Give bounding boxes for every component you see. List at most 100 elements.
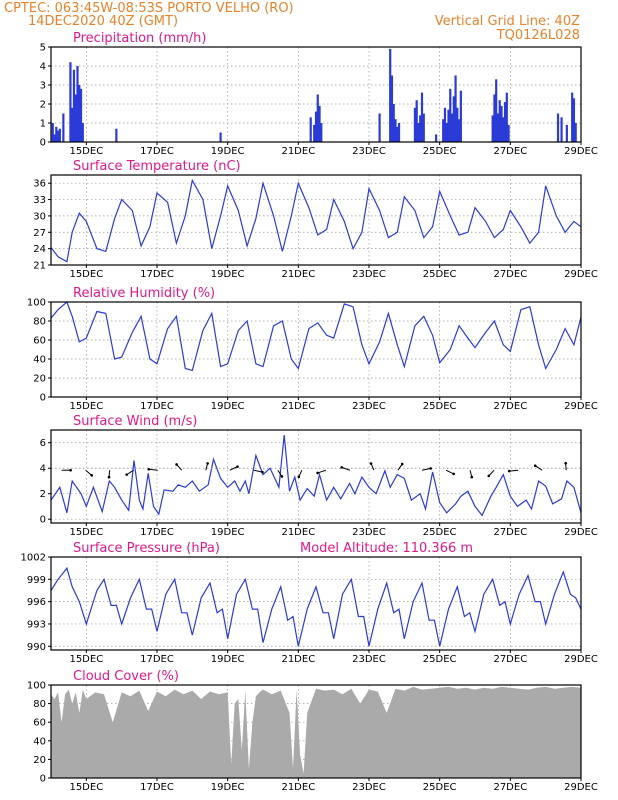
y-tick-label: 0	[40, 774, 46, 785]
precip-bar	[565, 124, 568, 142]
precip-bar	[445, 123, 448, 142]
x-tick-label: 27DEC	[493, 782, 527, 793]
precip-bar	[500, 105, 503, 142]
wind-arrowhead-icon	[369, 462, 373, 465]
y-tick-label: 993	[27, 619, 46, 630]
x-tick-label: 21DEC	[281, 146, 315, 157]
x-tick-label: 25DEC	[423, 782, 457, 793]
precip-bar	[53, 134, 56, 142]
y-tick-label: 27	[33, 228, 46, 239]
precip-bar	[316, 94, 319, 142]
wind-arrowhead-icon	[429, 467, 432, 470]
precip-bar	[115, 128, 118, 142]
x-tick-label: 27DEC	[493, 269, 527, 280]
wind-arrowhead-icon	[533, 464, 537, 468]
x-tick-label: 15DEC	[69, 401, 103, 412]
precip-bar	[318, 105, 321, 142]
x-tick-label: 27DEC	[493, 527, 527, 538]
wind-arrowhead-icon	[316, 471, 319, 475]
precip-bar	[413, 107, 417, 142]
x-tick-label: 19DEC	[211, 146, 245, 157]
y-tick-label: 6	[40, 438, 46, 449]
pressure-line	[50, 566, 582, 647]
y-tick-label: 0	[40, 393, 46, 404]
y-tick-label: 20	[33, 755, 46, 766]
precipitation-title: Precipitation (mm/h)	[73, 31, 206, 46]
humidity-frame	[50, 301, 582, 398]
y-tick-label: 40	[33, 736, 46, 747]
wind-arrow-icon	[509, 469, 519, 472]
precip-bar	[459, 90, 462, 142]
wind-arrow-icon	[534, 465, 543, 471]
precip-bar	[452, 96, 455, 142]
precip-bar	[51, 123, 54, 142]
precip-bar	[496, 113, 500, 142]
x-tick-label: 25DEC	[423, 401, 457, 412]
x-tick-label: 25DEC	[423, 269, 457, 280]
y-tick-label: 1002	[21, 553, 46, 564]
wind-arrow-icon	[229, 466, 238, 471]
x-tick-label: 21DEC	[281, 527, 315, 538]
precip-bar	[498, 100, 501, 142]
precip-bar	[396, 126, 399, 142]
wind-arrowhead-icon	[69, 468, 72, 472]
wind-arrowhead-icon	[107, 475, 111, 479]
precip-bar	[320, 123, 323, 142]
precip-bar	[456, 107, 459, 142]
precipitation-panel: Precipitation (mm/h) 0 1 2 3 4 5 15DEC 17DEC 19DE…	[40, 31, 598, 157]
wind-arrowhead-icon	[90, 474, 94, 477]
model-altitude-label: Model Altitude: 110.366 m	[300, 541, 473, 556]
precip-bar	[435, 134, 438, 142]
run-date-header: 14DEC2020 40Z (GMT)	[28, 14, 178, 29]
x-tick-label: 25DEC	[423, 527, 457, 538]
precip-bar	[449, 88, 452, 142]
x-tick-label: 19DEC	[211, 269, 245, 280]
wind-arrow-icon	[253, 469, 263, 473]
station-header: CPTEC: 063:45W-08:53S PORTO VELHO (RO)	[4, 1, 294, 16]
precip-bar	[76, 66, 79, 142]
x-tick-label: 29DEC	[564, 527, 598, 538]
y-tick-label: 80	[33, 699, 46, 710]
x-tick-label: 23DEC	[352, 782, 386, 793]
x-tick-label: 29DEC	[564, 401, 598, 412]
wind-arrow-icon	[421, 467, 431, 471]
y-tick-label: 30	[33, 211, 46, 222]
x-tick-label: 25DEC	[423, 654, 457, 665]
precip-bar	[450, 113, 454, 142]
precip-bar	[390, 75, 394, 142]
x-tick-label: 17DEC	[140, 527, 174, 538]
y-tick-label: 996	[27, 597, 46, 608]
precip-bar	[493, 94, 496, 142]
y-tick-label: 21	[33, 261, 46, 272]
wind-frame	[50, 429, 582, 524]
precip-bar	[314, 111, 318, 142]
x-tick-label: 15DEC	[69, 782, 103, 793]
precip-bar	[556, 113, 560, 142]
cloud-panel: Cloud Cover (%) 0 20 40 60 80 100 15DEC 17DEC 19D…	[27, 669, 598, 793]
precip-bar	[313, 124, 316, 142]
y-tick-label: 999	[27, 575, 46, 586]
precip-bar	[71, 107, 74, 142]
x-tick-label: 19DEC	[211, 401, 245, 412]
wind-panel: Surface Wind (m/s) 0 2 4 6 15DEC 17DEC 19DEC 21D…	[40, 414, 598, 538]
precip-bar	[447, 109, 450, 142]
vertical-grid-note: Vertical Grid Line: 40Z	[435, 14, 580, 29]
humidity-panel: Relative Humidity (%) 0 20 40 60 80 100 15DEC 17…	[27, 286, 598, 412]
x-tick-label: 15DEC	[69, 654, 103, 665]
y-tick-label: 5	[40, 43, 46, 54]
x-tick-label: 23DEC	[352, 527, 386, 538]
precip-bar	[309, 117, 312, 142]
x-tick-label: 25DEC	[423, 146, 457, 157]
precip-bar	[560, 117, 563, 142]
precip-bar	[69, 62, 72, 143]
precip-bar	[74, 94, 77, 142]
precip-bar	[502, 117, 505, 142]
precip-bar	[62, 113, 65, 142]
x-tick-label: 21DEC	[281, 782, 315, 793]
humidity-title: Relative Humidity (%)	[73, 286, 215, 301]
humidity-line	[50, 300, 582, 372]
precip-bar	[419, 115, 422, 142]
precip-bar	[574, 123, 577, 142]
precip-bar	[442, 119, 445, 142]
